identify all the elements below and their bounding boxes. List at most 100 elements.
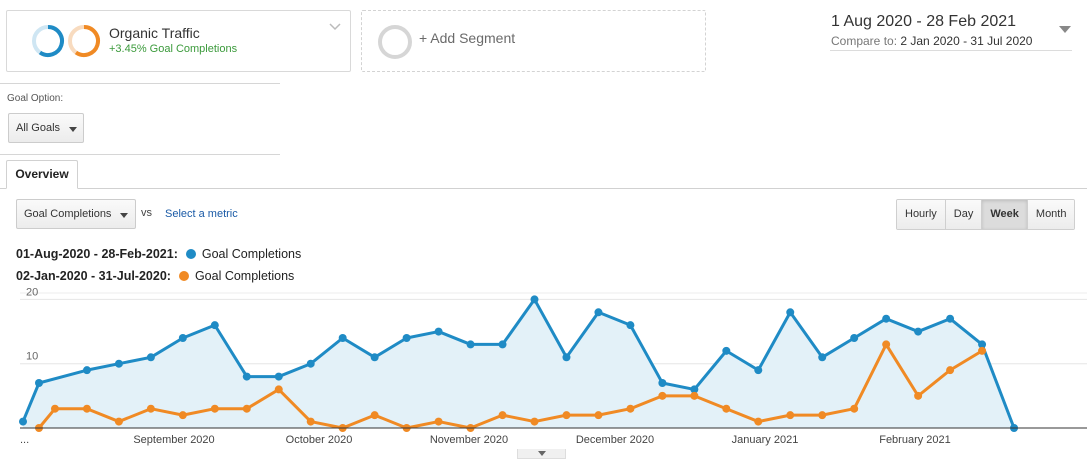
data-point bbox=[242, 404, 251, 413]
data-point bbox=[82, 404, 91, 413]
data-point bbox=[786, 411, 795, 420]
x-tick-label: November 2020 bbox=[430, 434, 508, 446]
caret-down-icon bbox=[69, 127, 77, 132]
compare-label: Compare to: bbox=[831, 34, 898, 48]
data-point bbox=[690, 385, 699, 394]
data-point bbox=[434, 417, 443, 426]
data-point bbox=[594, 308, 603, 317]
data-point bbox=[690, 391, 699, 400]
data-point bbox=[498, 340, 507, 349]
segment-subtitle: +3.45% Goal Completions bbox=[109, 43, 238, 55]
data-point bbox=[754, 366, 763, 375]
data-point bbox=[50, 404, 59, 413]
data-point bbox=[818, 411, 827, 420]
chevron-down-icon[interactable] bbox=[328, 19, 342, 33]
data-point bbox=[306, 417, 315, 426]
data-point bbox=[434, 327, 443, 336]
data-point bbox=[754, 417, 763, 426]
data-point bbox=[562, 411, 571, 420]
data-point bbox=[242, 372, 251, 381]
granularity-toggle: Hourly Day Week Month bbox=[896, 199, 1076, 230]
y-tick-label: 10 bbox=[26, 351, 38, 363]
caret-down-icon bbox=[120, 213, 128, 218]
data-point bbox=[850, 404, 859, 413]
data-point bbox=[210, 404, 219, 413]
data-point bbox=[626, 404, 635, 413]
legend-metric: Goal Completions bbox=[201, 247, 302, 261]
data-point bbox=[594, 411, 603, 420]
legend-metric: Goal Completions bbox=[194, 269, 295, 283]
compare-value: 2 Jan 2020 - 31 Jul 2020 bbox=[900, 34, 1033, 48]
data-point bbox=[946, 314, 955, 323]
data-point bbox=[946, 366, 955, 375]
metric-value: Goal Completions bbox=[24, 208, 112, 220]
data-point bbox=[306, 359, 315, 368]
data-point bbox=[274, 372, 283, 381]
data-point bbox=[338, 334, 347, 342]
goal-completions-chart: 10 20... September 2020 October 2020 Novembe… bbox=[19, 286, 1087, 446]
data-point bbox=[882, 340, 891, 349]
data-point bbox=[210, 321, 219, 330]
data-point bbox=[82, 366, 91, 375]
data-point bbox=[786, 308, 795, 317]
data-point bbox=[178, 411, 187, 420]
segment-ring-icon bbox=[32, 25, 64, 57]
goal-option-dropdown[interactable]: All Goals bbox=[8, 113, 84, 143]
series-area bbox=[23, 299, 1015, 428]
x-tick-label: February 2021 bbox=[879, 434, 951, 446]
data-point bbox=[114, 359, 123, 368]
data-point bbox=[530, 417, 539, 426]
x-tick-label: ... bbox=[20, 434, 29, 446]
x-tick-label: January 2021 bbox=[732, 434, 799, 446]
data-point bbox=[370, 353, 379, 362]
data-point bbox=[722, 346, 731, 355]
date-range-picker[interactable]: 1 Aug 2020 - 28 Feb 2021 Compare to: 2 J… bbox=[830, 10, 1075, 52]
data-point bbox=[402, 334, 411, 342]
date-range-compare: Compare to: 2 Jan 2020 - 31 Jul 2020 bbox=[831, 34, 1032, 48]
data-point bbox=[19, 417, 27, 426]
data-point bbox=[178, 334, 187, 342]
tab-overview[interactable]: Overview bbox=[6, 160, 78, 189]
granularity-month-button[interactable]: Month bbox=[1026, 200, 1075, 229]
caret-down-icon bbox=[538, 451, 546, 456]
granularity-day-button[interactable]: Day bbox=[944, 200, 982, 229]
divider bbox=[0, 154, 280, 155]
legend-item-compare: 02-Jan-2020 - 31-Jul-2020: Goal Completio… bbox=[16, 269, 294, 283]
data-point bbox=[978, 346, 987, 355]
data-point bbox=[146, 353, 155, 362]
data-point bbox=[34, 379, 43, 387]
x-tick-label: December 2020 bbox=[576, 434, 654, 446]
legend-item-current: 01-Aug-2020 - 28-Feb-2021: Goal Completio… bbox=[16, 247, 301, 261]
select-metric-link[interactable]: Select a metric bbox=[165, 208, 238, 220]
divider bbox=[830, 50, 1072, 51]
segment-card[interactable]: Organic Traffic +3.45% Goal Completions bbox=[6, 10, 351, 72]
add-segment-circle-icon bbox=[378, 25, 412, 59]
legend-dot-icon bbox=[185, 249, 196, 259]
data-point bbox=[914, 327, 923, 336]
compare-ring-icon bbox=[68, 25, 100, 57]
data-point bbox=[626, 321, 635, 330]
divider bbox=[0, 83, 280, 84]
date-range-main: 1 Aug 2020 - 28 Feb 2021 bbox=[831, 13, 1017, 30]
legend-range: 01-Aug-2020 - 28-Feb-2021: bbox=[16, 247, 178, 261]
segment-name: Organic Traffic bbox=[109, 25, 200, 41]
data-point bbox=[882, 314, 891, 323]
data-point bbox=[530, 295, 539, 304]
y-tick-label: 20 bbox=[26, 286, 38, 298]
data-point bbox=[562, 353, 571, 362]
legend-dot-icon bbox=[178, 271, 189, 281]
data-point bbox=[498, 411, 507, 420]
data-point bbox=[658, 379, 667, 387]
metric-dropdown[interactable]: Goal Completions bbox=[16, 199, 136, 229]
data-point bbox=[978, 340, 987, 349]
granularity-hourly-button[interactable]: Hourly bbox=[897, 200, 945, 229]
add-segment-label: + Add Segment bbox=[419, 30, 516, 46]
add-segment-button[interactable]: + Add Segment bbox=[361, 10, 706, 72]
granularity-week-button[interactable]: Week bbox=[981, 200, 1027, 229]
caret-down-icon bbox=[1059, 26, 1071, 33]
data-point bbox=[658, 391, 667, 400]
data-point bbox=[850, 334, 859, 342]
chart-expand-handle[interactable] bbox=[517, 449, 566, 459]
legend-range: 02-Jan-2020 - 31-Jul-2020: bbox=[16, 269, 171, 283]
data-point bbox=[722, 404, 731, 413]
